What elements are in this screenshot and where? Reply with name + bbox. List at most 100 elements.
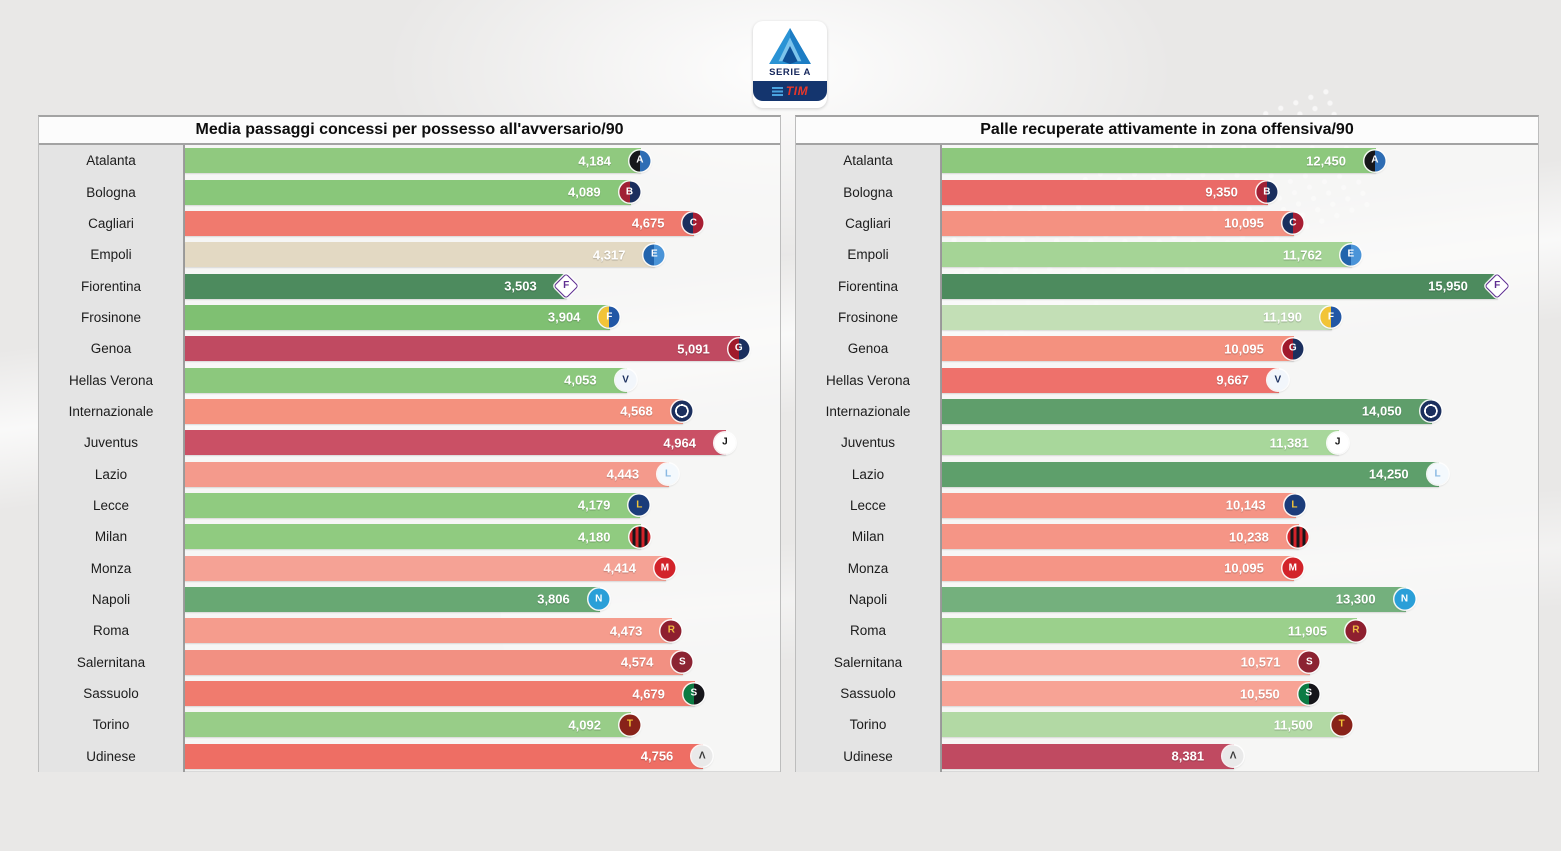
bar-value-label: 4,675: [631, 215, 665, 231]
crest-glyph: C: [1289, 217, 1297, 229]
team-label-lazio: Lazio: [94, 466, 128, 482]
crest-glyph: N: [1400, 593, 1409, 605]
bar-value-label: 4,574: [620, 654, 654, 670]
bar-row: 11,500 T: [942, 709, 1538, 740]
team-label-atalanta: Atalanta: [86, 153, 136, 169]
bar-value-label: 11,905: [1287, 623, 1327, 639]
bar-lazio: 4,443 L: [185, 461, 679, 487]
serie-a-triangle-icon: [769, 27, 811, 65]
bar-napoli: 13,300 N: [942, 586, 1416, 612]
bar-genoa: 10,095 G: [942, 336, 1304, 362]
crest-glyph: G: [1288, 342, 1297, 354]
bar-value-label: 11,381: [1269, 435, 1309, 451]
bar-row: 11,381 J: [942, 427, 1538, 458]
bar-value-label: 10,571: [1240, 654, 1281, 670]
bar-value-label: 14,050: [1361, 403, 1402, 419]
team-label-internazionale: Internazionale: [825, 403, 911, 419]
bar-value-label: 14,250: [1368, 466, 1409, 482]
genoa-crest-icon: G: [728, 338, 750, 360]
bar-napoli: 3,806 N: [185, 586, 610, 612]
bologna-crest-icon: B: [1256, 181, 1278, 203]
bar-row: 10,095 M: [942, 552, 1538, 583]
team-label-fiorentina: Fiorentina: [80, 278, 142, 294]
plot-area: 4,184 A 4,089 B 4,675 C 4,317 E 3,503 F 3,904 F 5,09…: [185, 145, 780, 772]
bar-value-label: 4,089: [568, 184, 601, 200]
bar-row: 15,950 F: [942, 270, 1538, 301]
bar-value-label: 4,092: [568, 717, 601, 733]
crest-glyph: R: [1352, 624, 1360, 636]
bar-frosinone: 11,190 F: [942, 304, 1342, 330]
bar-value-label: 4,568: [620, 403, 653, 419]
team-label-monza: Monza: [90, 560, 132, 576]
bar-salernitana: 10,571 S: [942, 649, 1320, 675]
crest-glyph: B: [1263, 186, 1271, 198]
crest-glyph: F: [1493, 280, 1501, 292]
lazio-crest-icon: L: [657, 463, 679, 485]
team-label-column: Atalanta Bologna Cagliari Empoli Fiorentina F…: [39, 145, 185, 772]
bar-row: 13,300 N: [942, 584, 1538, 615]
bar-row: 4,184 A: [185, 145, 780, 176]
team-label-sassuolo: Sassuolo: [840, 686, 896, 702]
bar-value-label: 10,095: [1224, 341, 1264, 357]
team-label-fiorentina: Fiorentina: [837, 278, 899, 294]
crest-glyph: L: [1434, 468, 1441, 480]
tim-lines-icon: [771, 86, 783, 96]
crest-glyph: F: [606, 311, 613, 323]
bar-value-label: 4,964: [663, 435, 696, 451]
bar-row: 10,550 S: [942, 678, 1538, 709]
bar-value-label: 12,450: [1306, 153, 1346, 169]
atalanta-crest-icon: A: [1364, 150, 1386, 172]
lecce-crest-icon: L: [628, 494, 650, 516]
hellas-verona-crest-icon: V: [1267, 369, 1289, 391]
bar-value-label: 3,904: [547, 309, 581, 325]
bar-hellas-verona: 4,053 V: [185, 367, 637, 393]
bar-fiorentina: 15,950 F: [942, 273, 1510, 299]
chart-panel-passes-conceded: Media passaggi concessi per possesso all…: [38, 115, 781, 772]
bar-sassuolo: 10,550 S: [942, 681, 1320, 707]
bar-salernitana: 4,574 S: [185, 649, 693, 675]
sassuolo-crest-icon: S: [683, 683, 705, 705]
bar-bologna: 4,089 B: [185, 179, 641, 205]
crest-glyph: S: [1306, 656, 1313, 668]
bar-value-label: 4,414: [603, 560, 636, 576]
team-label-juventus: Juventus: [840, 435, 896, 451]
team-label-hellas-verona: Hellas Verona: [825, 372, 911, 388]
bar-value-label: 11,190: [1262, 309, 1303, 325]
crest-glyph: M: [1288, 562, 1297, 574]
bar-value-label: 3,806: [537, 591, 570, 607]
team-label-lazio: Lazio: [851, 466, 885, 482]
crest-glyph: V: [622, 374, 629, 386]
bar-value-label: 4,443: [606, 466, 640, 482]
bar-value-label: 4,473: [609, 623, 643, 639]
team-label-bologna: Bologna: [843, 184, 893, 200]
team-label-lecce: Lecce: [849, 497, 887, 513]
fiorentina-crest-icon: F: [553, 273, 579, 299]
crest-glyph: B: [625, 186, 634, 198]
fiorentina-crest-icon: F: [1484, 273, 1510, 299]
bar-value-label: 9,667: [1216, 372, 1249, 388]
bar-genoa: 5,091 G: [185, 336, 750, 362]
bar-value-label: 5,091: [677, 341, 710, 357]
crest-glyph: S: [690, 687, 698, 699]
team-label-monza: Monza: [847, 560, 889, 576]
bar-row: 10,143 L: [942, 490, 1538, 521]
bar-row: 3,806 N: [185, 584, 780, 615]
team-label-udinese: Udinese: [843, 748, 893, 764]
crest-glyph: L: [1291, 499, 1298, 511]
bar-value-label: 10,095: [1224, 215, 1264, 231]
serie-a-label: SERIE A: [769, 67, 811, 78]
bar-roma: 11,905 R: [942, 618, 1367, 644]
internazionale-crest-icon: [1420, 400, 1442, 422]
team-label-empoli: Empoli: [847, 247, 889, 263]
team-label-sassuolo: Sassuolo: [83, 686, 139, 702]
crest-glyph: R: [667, 624, 675, 636]
bar-row: 3,904 F: [185, 302, 780, 333]
bar-row: 10,095 C: [942, 208, 1538, 239]
bar-row: 9,667 V: [942, 364, 1538, 395]
bar-value-label: 15,950: [1428, 278, 1468, 294]
bar-row: 4,443 L: [185, 458, 780, 489]
team-label-internazionale: Internazionale: [68, 403, 154, 419]
bar-monza: 4,414 M: [185, 555, 676, 581]
bar-hellas-verona: 9,667 V: [942, 367, 1289, 393]
bar-empoli: 4,317 E: [185, 242, 665, 268]
